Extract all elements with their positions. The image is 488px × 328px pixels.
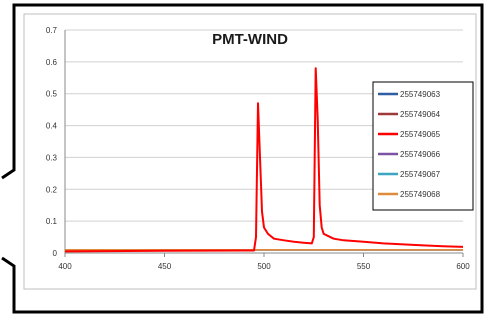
y-tick-label: 0.7 bbox=[46, 26, 58, 35]
legend-label: 255749065 bbox=[400, 130, 441, 139]
y-tick-label: 0.5 bbox=[46, 90, 58, 99]
legend-box bbox=[372, 81, 474, 211]
x-tick-label: 550 bbox=[357, 262, 371, 271]
axes bbox=[64, 30, 464, 257]
x-tick-label: 400 bbox=[58, 262, 72, 271]
x-tick-label: 600 bbox=[456, 262, 470, 271]
series-lines bbox=[64, 67, 464, 253]
legend-label: 255749067 bbox=[400, 170, 441, 179]
legend-label: 255749063 bbox=[400, 90, 441, 99]
x-tick-label: 500 bbox=[257, 262, 271, 271]
y-tick-label: 0.6 bbox=[46, 58, 58, 67]
chart-title: PMT-WIND bbox=[212, 31, 288, 48]
series-line-255749065 bbox=[64, 67, 464, 253]
y-tick-label: 0.2 bbox=[46, 185, 58, 194]
legend-label: 255749068 bbox=[400, 190, 441, 199]
tick-labels: 0 0.1 0.2 0.3 0.4 0.5 0.6 0.7 400 450 500 550 600 bbox=[46, 26, 470, 271]
legend: 255749063 255749064 255749065 255749066 2557… bbox=[372, 81, 474, 211]
y-tick-label: 0 bbox=[53, 249, 58, 258]
y-tick-label: 0.1 bbox=[46, 217, 58, 226]
legend-label: 255749066 bbox=[400, 150, 441, 159]
x-tick-label: 450 bbox=[158, 262, 172, 271]
y-tick-label: 0.4 bbox=[46, 122, 58, 131]
frame-line-left-top bbox=[1, 3, 484, 314]
y-tick-label: 0.3 bbox=[46, 153, 58, 162]
legend-label: 255749064 bbox=[400, 110, 441, 119]
